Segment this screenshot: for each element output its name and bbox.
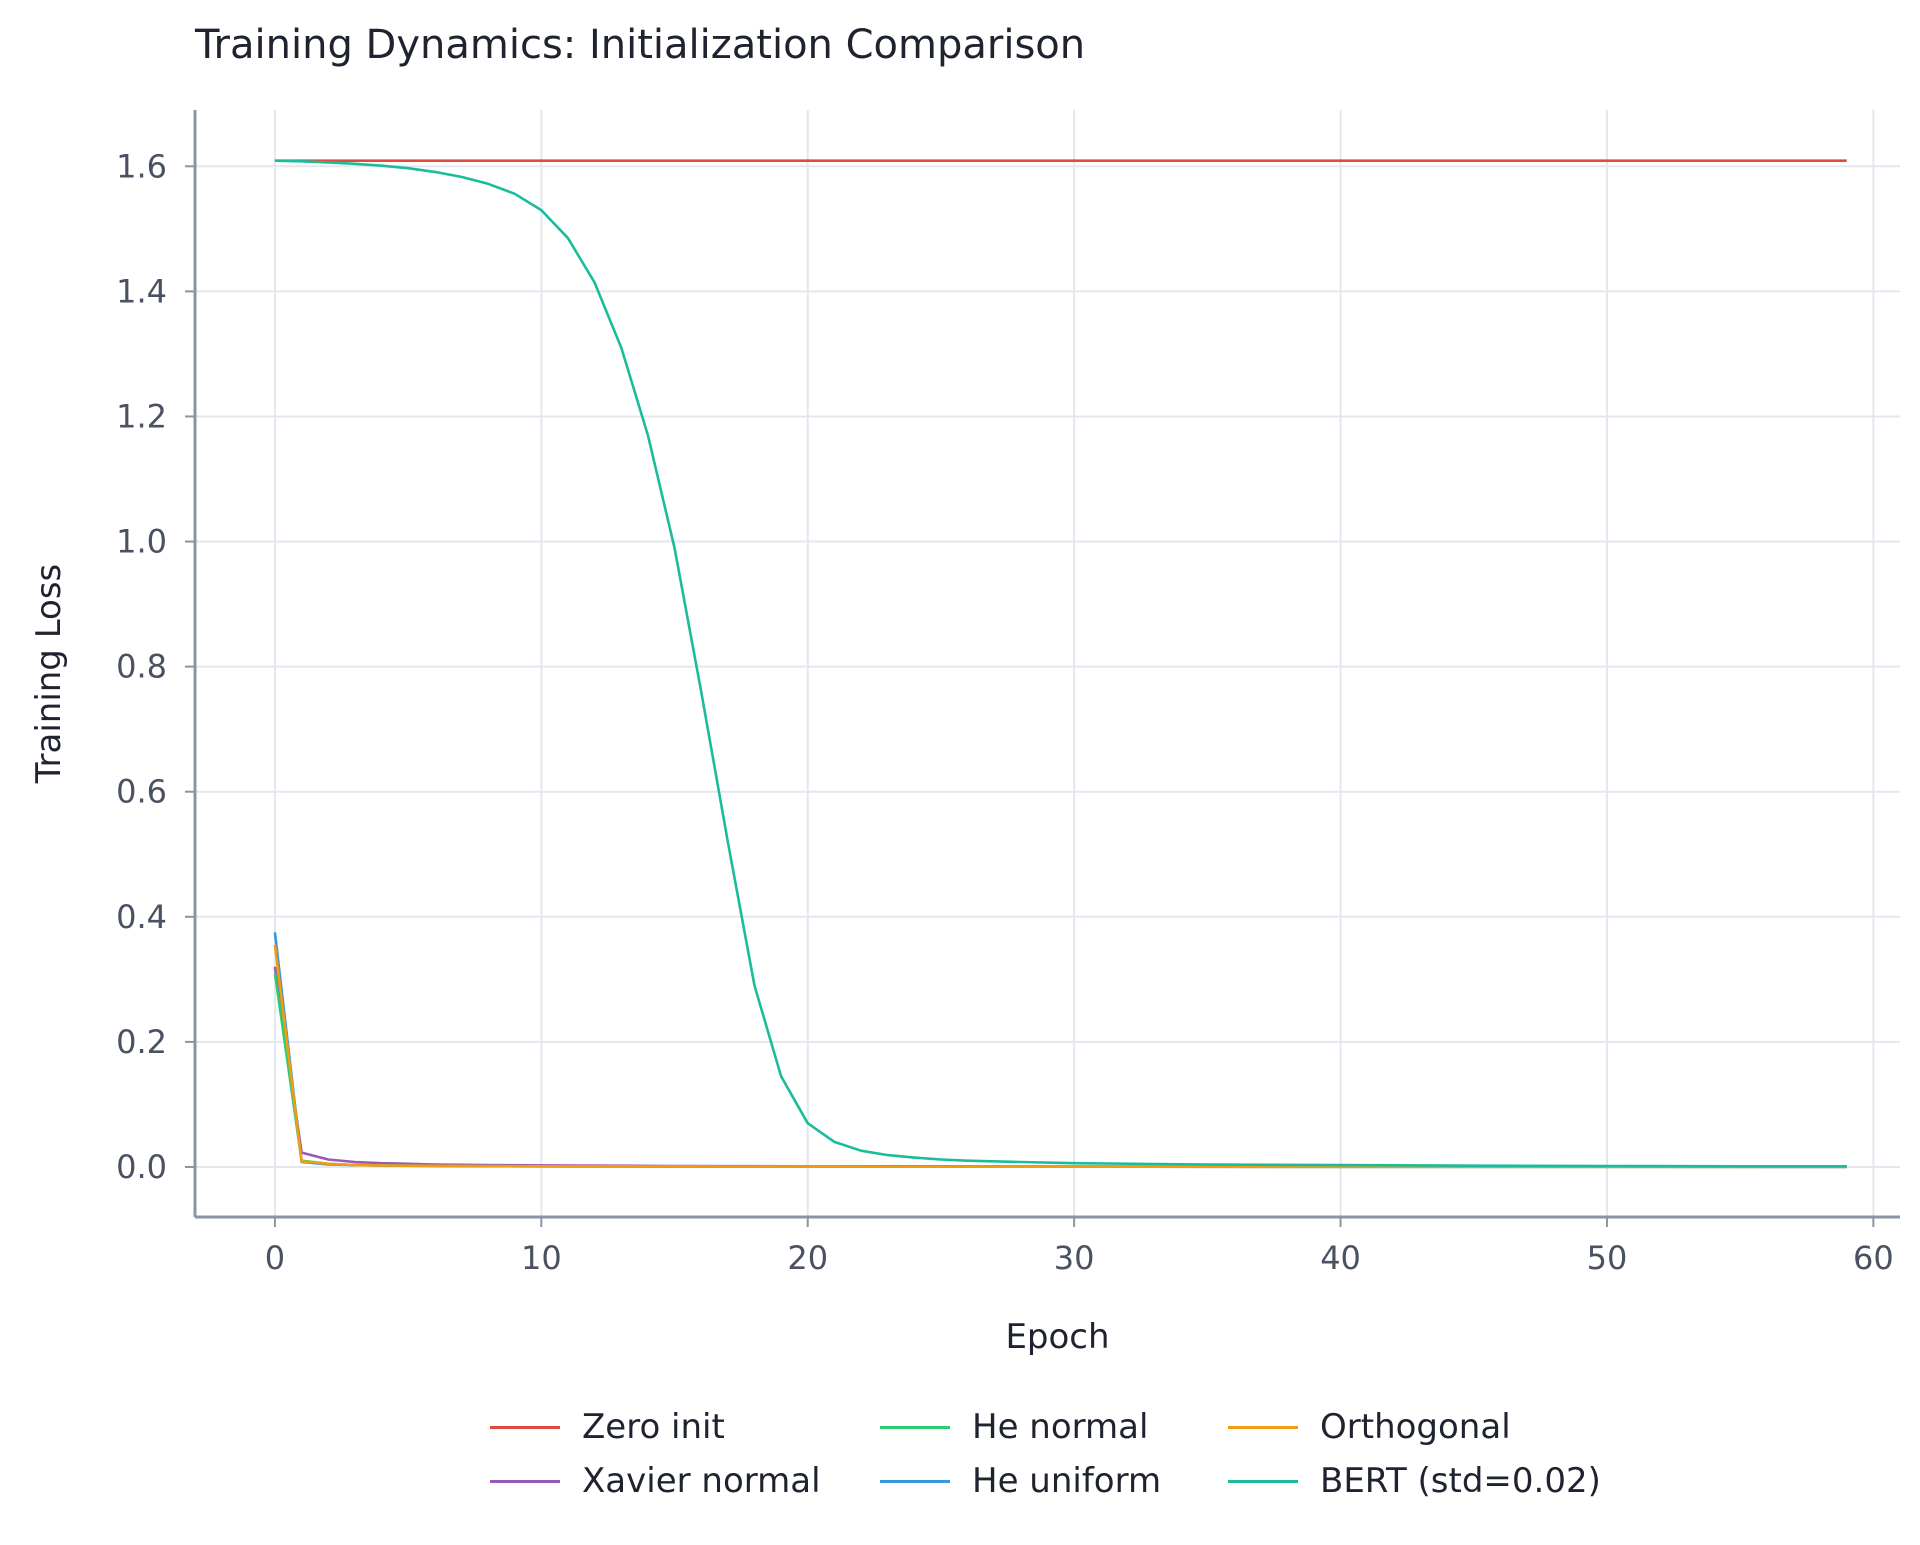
y-tick-label: 0.8 [116,648,167,686]
legend-label: He normal [972,1407,1149,1447]
x-tick-label: 0 [265,1239,285,1277]
legend-label: Orthogonal [1320,1407,1511,1447]
y-tick-label: 0.2 [116,1023,167,1061]
x-tick-label: 40 [1320,1239,1361,1277]
y-tick-label: 1.2 [116,397,167,435]
y-axis-label: Training Loss [29,564,69,785]
legend-swatch [880,1479,950,1483]
series-line-he-normal [273,972,1847,1169]
y-tick-label: 0.4 [116,898,167,936]
legend-label: Zero init [582,1407,725,1447]
series-line-he-uniform [273,932,1847,1169]
legend-swatch [880,1425,950,1429]
x-tick-label: 50 [1587,1239,1628,1277]
y-tick-label: 0.0 [116,1148,167,1186]
legend-label: BERT (std=0.02) [1320,1461,1601,1501]
y-tick-label: 0.6 [116,773,167,811]
x-tick-label: 10 [521,1239,562,1277]
y-tick-label: 1.4 [116,272,167,310]
series-line-orthogonal [273,944,1847,1169]
x-tick-label: 20 [787,1239,828,1277]
legend-item: BERT (std=0.02) [1228,1454,1601,1508]
legend: Zero init Xavier normal He normal He unifor… [490,1400,1650,1520]
legend-item: He uniform [880,1454,1161,1508]
y-tick-label: 1.6 [116,147,167,185]
y-tick-label: 1.0 [116,523,167,561]
legend-label: Xavier normal [582,1461,821,1501]
legend-item: He normal [880,1400,1148,1454]
legend-swatch [490,1479,560,1483]
chart-title: Training Dynamics: Initialization Compar… [195,22,1086,68]
x-axis-label: Epoch [1005,1317,1109,1357]
grid [195,110,1900,1217]
legend-swatch [490,1425,560,1429]
legend-item: Orthogonal [1228,1400,1511,1454]
series-line-bert-std-0-02 [274,159,1847,1168]
legend-item: Zero init [490,1400,725,1454]
series-line-xavier-normal [273,966,1847,1169]
legend-item: Xavier normal [490,1454,821,1508]
legend-swatch [1228,1479,1298,1483]
x-tick-label: 60 [1853,1239,1894,1277]
x-tick-label: 30 [1054,1239,1095,1277]
legend-label: He uniform [972,1461,1162,1501]
legend-swatch [1228,1425,1298,1429]
